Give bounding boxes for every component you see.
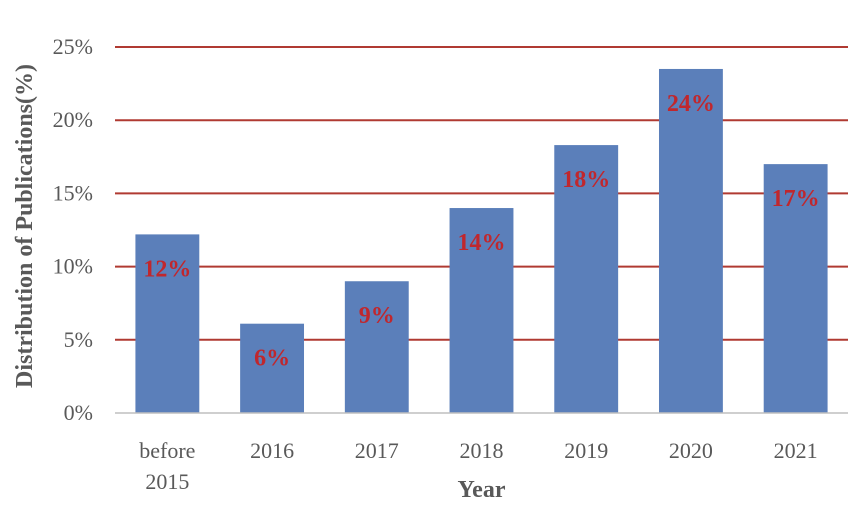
bar (240, 323, 305, 413)
x-tick-label: 2021 (774, 438, 818, 463)
data-label: 9% (359, 303, 395, 329)
data-label: 18% (562, 167, 610, 193)
bar (763, 164, 828, 413)
y-axis-ticks: 0% 5% 10% 15% 20% 25% (53, 34, 93, 425)
y-tick-label: 25% (53, 34, 93, 59)
x-tick-label: 2017 (355, 438, 399, 463)
data-label: 14% (458, 230, 506, 256)
bar (344, 281, 409, 413)
x-tick-label-line: 2016 (250, 438, 294, 463)
y-tick-label: 20% (53, 107, 93, 132)
x-tick-label-line: 2017 (355, 438, 399, 463)
data-label: 12% (143, 256, 191, 282)
bar (135, 234, 200, 413)
x-tick-label: 2020 (669, 438, 713, 463)
y-tick-label: 10% (53, 254, 93, 279)
bar (554, 145, 619, 413)
x-tick-label-line: before (139, 438, 195, 463)
x-axis-ticks: before 2015 2016 2017 2018 2019 2020 2021 (139, 438, 817, 494)
data-label: 24% (667, 91, 715, 117)
x-tick-label: before 2015 (139, 438, 195, 494)
bar (449, 208, 514, 413)
bar (658, 68, 723, 414)
y-tick-label: 5% (64, 327, 93, 352)
x-tick-label: 2016 (250, 438, 294, 463)
y-axis-title: Distribution of Publications(%) (12, 64, 38, 388)
x-tick-label-line: 2018 (460, 438, 504, 463)
x-tick-label: 2018 (460, 438, 504, 463)
gridlines (115, 46, 848, 341)
x-tick-label-line: 2015 (145, 469, 189, 494)
bars (135, 68, 828, 414)
x-tick-label-line: 2020 (669, 438, 713, 463)
data-labels: 12% 6% 9% 14% 18% 24% 17% (143, 91, 819, 372)
x-tick-label: 2019 (564, 438, 608, 463)
data-label: 17% (772, 186, 820, 212)
x-tick-label-line: 2021 (774, 438, 818, 463)
y-tick-label: 0% (64, 400, 93, 425)
y-tick-label: 15% (53, 180, 93, 205)
x-tick-label-line: 2019 (564, 438, 608, 463)
x-axis-title: Year (458, 477, 506, 503)
data-label: 6% (254, 346, 290, 372)
